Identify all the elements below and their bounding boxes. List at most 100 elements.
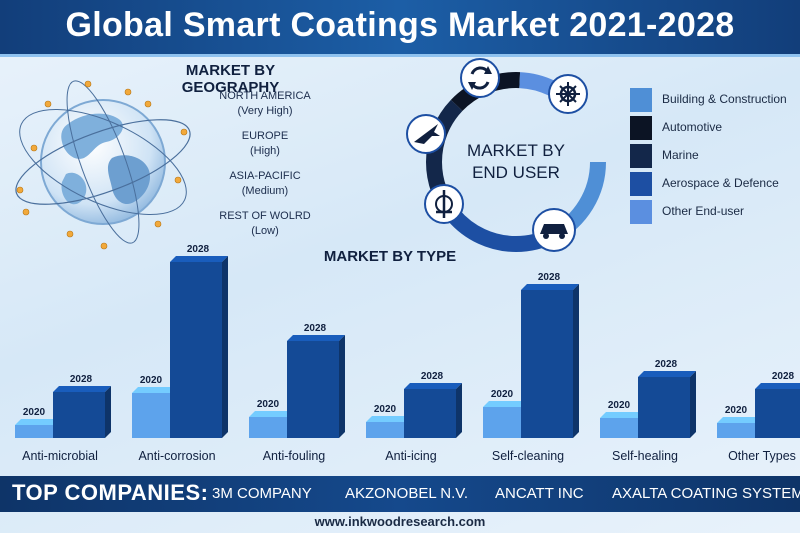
bar-top-face (287, 335, 345, 341)
bar-top-face (638, 371, 696, 377)
region-rest-of-world: REST OF WOLRD (Low) (205, 209, 325, 239)
legend-swatch (630, 200, 652, 224)
bar-top-face (755, 383, 800, 389)
category-label: Other Types (728, 449, 796, 463)
bar-year-label: 2020 (491, 389, 514, 400)
bar-2020-self-healing (600, 418, 638, 438)
region-north-america: NORTH AMERICA (Very High) (205, 89, 325, 119)
legend-item: Aerospace & Defence (630, 172, 800, 196)
bar-2020-self-cleaning (483, 407, 521, 438)
bar-top-face (15, 419, 59, 425)
region-level: (Medium) (241, 185, 289, 197)
bar-year-label: 2028 (772, 371, 795, 382)
ring-segment-automotive (426, 72, 606, 252)
bar-top-face (600, 412, 644, 418)
ring-segment-building (426, 72, 606, 252)
region-level: (Very High) (237, 105, 293, 117)
bar-2028-anti-icing (404, 389, 456, 438)
companies-banner: TOP COMPANIES: 3M COMPANY AKZONOBEL N.V.… (0, 476, 800, 512)
category-label: Self-cleaning (492, 449, 564, 463)
bar-2020-anti-corrosion (132, 393, 170, 438)
legend-swatch (630, 172, 652, 196)
legend-label: Aerospace & Defence (662, 176, 779, 190)
company-name: AKZONOBEL N.V. (345, 485, 469, 502)
bar-2020-other-types (717, 423, 755, 438)
fighter-jet-icon (406, 114, 446, 154)
bar-2020-anti-microbial (15, 425, 53, 438)
bar-top-face (132, 387, 176, 393)
globe-illustration (8, 62, 198, 252)
legend-item: Other End-user (630, 200, 800, 224)
bar-top-face (483, 401, 527, 407)
ring-segment-marine (426, 72, 606, 252)
marine-emblem-icon (424, 184, 464, 224)
legend-item: Marine (630, 144, 800, 168)
legend-swatch (630, 116, 652, 140)
bar-2028-self-cleaning (521, 290, 573, 438)
legend-label: Building & Construction (662, 92, 787, 106)
company-name: AXALTA COATING SYSTEM (612, 485, 800, 502)
bar-side-face (690, 371, 696, 438)
title-banner: Global Smart Coatings Market 2021-2028 (0, 0, 800, 57)
bar-top-face (170, 256, 228, 262)
region-level: (Low) (251, 225, 279, 237)
bar-side-face (339, 335, 345, 438)
bar-year-label: 2028 (304, 323, 327, 334)
bar-year-label: 2020 (140, 375, 163, 386)
bar-year-label: 2020 (374, 404, 397, 415)
ring-diagram: MARKET BY END USER (406, 58, 606, 252)
bar-side-face (456, 383, 462, 438)
legend-swatch (630, 88, 652, 112)
bar-top-face (521, 284, 579, 290)
bar-year-label: 2020 (608, 400, 631, 411)
bar-2028-anti-microbial (53, 392, 105, 438)
region-name: EUROPE (241, 130, 289, 142)
bar-year-label: 2028 (655, 359, 678, 370)
legend-label: Other End-user (662, 204, 745, 218)
legend-item: Automotive (630, 116, 800, 140)
bar-side-face (573, 284, 579, 438)
bar-2028-anti-fouling (287, 341, 339, 438)
bar-2028-anti-corrosion (170, 262, 222, 438)
bar-year-label: 2028 (187, 244, 210, 255)
end-user-heading-line1: MARKET BY (467, 141, 565, 160)
chart-title: MARKET BY TYPE (323, 248, 457, 265)
globe-icon (15, 80, 191, 250)
company-name: ANCATT INC (495, 485, 584, 502)
bar-year-label: 2020 (725, 405, 748, 416)
bar-2028-other-types (755, 389, 800, 438)
bar-2028-self-healing (638, 377, 690, 438)
page-title: Global Smart Coatings Market 2021-2028 (65, 6, 735, 44)
bar-year-label: 2020 (257, 399, 280, 410)
bar-top-face (53, 386, 111, 392)
website-url[interactable]: www.inkwoodresearch.com (314, 514, 486, 529)
category-label: Anti-microbial (22, 449, 98, 463)
geography-heading: MARKET BY GEOGRAPHY (181, 62, 280, 96)
region-europe: EUROPE (High) (205, 129, 325, 159)
bar-top-face (249, 411, 293, 417)
bar-side-face (222, 256, 228, 438)
region-level: (High) (250, 145, 280, 157)
ship-wheel-icon (548, 74, 588, 114)
category-label: Anti-corrosion (138, 449, 215, 463)
region-name: REST OF WOLRD (219, 210, 311, 222)
region-name: ASIA-PACIFIC (229, 170, 301, 182)
category-label: Anti-fouling (263, 449, 326, 463)
ring-segment-aerospace (426, 72, 606, 252)
bar-2020-anti-fouling (249, 417, 287, 438)
bar-2020-anti-icing (366, 422, 404, 438)
bar-top-face (717, 417, 761, 423)
bar-year-label: 2028 (421, 371, 444, 382)
recycle-icon (460, 58, 500, 98)
legend-swatch (630, 144, 652, 168)
legend-item: Building & Construction (630, 88, 800, 112)
category-label: Self-healing (612, 449, 678, 463)
region-name: NORTH AMERICA (219, 90, 311, 102)
car-icon (532, 208, 576, 252)
bar-side-face (105, 386, 111, 438)
company-name: 3M COMPANY (212, 485, 312, 502)
legend-label: Automotive (662, 120, 723, 134)
legend-label: Marine (662, 148, 699, 162)
bar-top-face (404, 383, 462, 389)
